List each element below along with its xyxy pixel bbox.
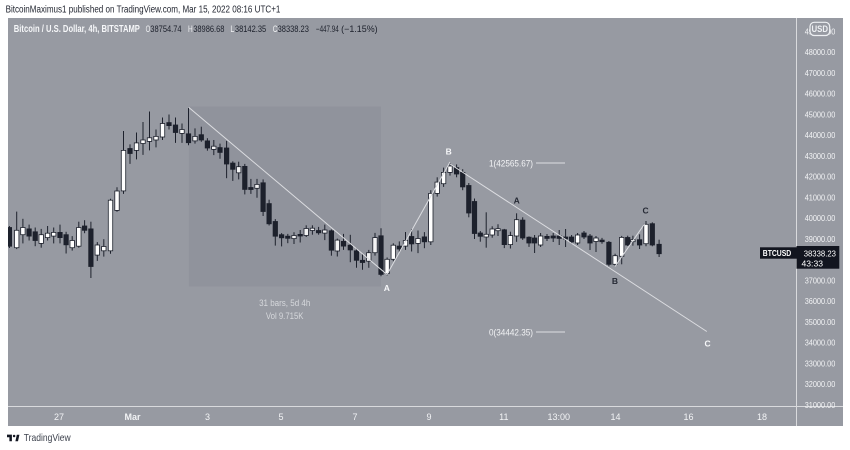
svg-text:38986.68: 38986.68 — [193, 24, 224, 34]
svg-text:B: B — [446, 147, 452, 157]
svg-text:A: A — [384, 283, 390, 293]
svg-text:46000.00: 46000.00 — [805, 89, 836, 99]
svg-text:TradingView: TradingView — [24, 432, 71, 444]
svg-text:44000.00: 44000.00 — [805, 130, 836, 140]
svg-text:39000.00: 39000.00 — [805, 234, 836, 244]
svg-text:L: L — [230, 24, 234, 34]
svg-text:36000.00: 36000.00 — [805, 296, 836, 306]
svg-text:43000.00: 43000.00 — [805, 151, 836, 161]
svg-text:47000.00: 47000.00 — [805, 68, 836, 78]
svg-text:USD: USD — [812, 24, 829, 34]
svg-text:0(34442.35): 0(34442.35) — [489, 328, 533, 339]
svg-text:14: 14 — [610, 412, 620, 422]
svg-text:41000.00: 41000.00 — [805, 192, 836, 202]
svg-text:Bitcoin / U.S. Dollar, 4h, BIT: Bitcoin / U.S. Dollar, 4h, BITSTAMP — [14, 24, 140, 35]
svg-text:32000.00: 32000.00 — [805, 379, 836, 389]
svg-text:34000.00: 34000.00 — [805, 338, 836, 348]
svg-text:42000.00: 42000.00 — [805, 172, 836, 182]
svg-text:38338.23: 38338.23 — [278, 24, 309, 34]
svg-text:7: 7 — [352, 412, 357, 422]
svg-text:45000.00: 45000.00 — [805, 109, 836, 119]
svg-text:48000.00: 48000.00 — [805, 47, 836, 57]
svg-text:38338.23: 38338.23 — [804, 249, 836, 259]
svg-text:38142.35: 38142.35 — [235, 24, 266, 34]
svg-text:BitcoinMaximus1 published on T: BitcoinMaximus1 published on TradingView… — [6, 4, 281, 15]
svg-text:A: A — [514, 196, 520, 206]
svg-text:11: 11 — [499, 412, 508, 422]
svg-text:3: 3 — [205, 412, 210, 422]
svg-text:40000.00: 40000.00 — [805, 213, 836, 223]
svg-text:O: O — [146, 24, 151, 34]
svg-text:16: 16 — [683, 412, 693, 422]
svg-text:43:33: 43:33 — [802, 258, 824, 268]
svg-text:27: 27 — [54, 412, 64, 422]
svg-text:31 bars, 5d 4h: 31 bars, 5d 4h — [259, 298, 310, 308]
svg-text:1(42565.67): 1(42565.67) — [489, 159, 533, 170]
svg-text:H: H — [188, 24, 193, 34]
svg-text:−447.94: −447.94 — [316, 24, 339, 34]
svg-text:Vol 9.715K: Vol 9.715K — [266, 311, 304, 321]
svg-text:37000.00: 37000.00 — [805, 275, 836, 285]
svg-text:18: 18 — [757, 412, 767, 422]
svg-text:13:00: 13:00 — [548, 412, 571, 422]
svg-text:31000.00: 31000.00 — [805, 400, 836, 410]
svg-text:9: 9 — [426, 412, 431, 422]
svg-text:C: C — [705, 339, 711, 349]
svg-text:33000.00: 33000.00 — [805, 358, 836, 368]
svg-text:(−1.15%): (−1.15%) — [341, 24, 377, 34]
svg-text:C: C — [643, 206, 649, 216]
svg-text:B: B — [612, 276, 618, 286]
svg-text:Mar: Mar — [124, 412, 141, 422]
svg-text:5: 5 — [278, 412, 283, 422]
svg-text:C: C — [273, 24, 278, 34]
svg-text:35000.00: 35000.00 — [805, 317, 836, 327]
svg-text:BTCUSD: BTCUSD — [763, 248, 792, 258]
svg-text:38754.74: 38754.74 — [150, 24, 181, 34]
